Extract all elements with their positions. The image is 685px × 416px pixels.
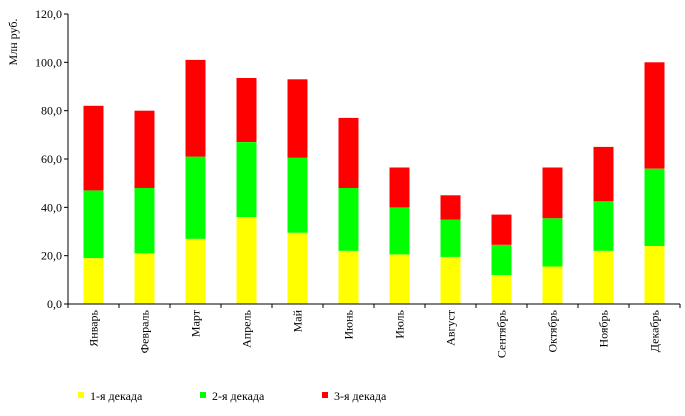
x-tick-label: Март bbox=[189, 309, 203, 337]
x-tick-label: Январь bbox=[87, 309, 101, 346]
legend-label: 3-я декада bbox=[334, 389, 387, 403]
bar-7-series-1 bbox=[389, 254, 410, 304]
bar-6-series-3 bbox=[338, 117, 359, 188]
bar-8-series-1 bbox=[440, 256, 461, 304]
bar-11-series-1 bbox=[593, 250, 614, 304]
x-tick-label: Май bbox=[291, 309, 305, 332]
y-tick-label: 0,0 bbox=[47, 297, 62, 311]
bar-4-series-3 bbox=[236, 78, 257, 142]
bar-1-series-3 bbox=[83, 105, 104, 191]
bar-2-series-2 bbox=[134, 188, 155, 254]
bar-7-series-3 bbox=[389, 167, 410, 208]
bar-1-series-1 bbox=[83, 258, 104, 304]
bar-11-series-2 bbox=[593, 201, 614, 251]
bar-8-series-2 bbox=[440, 219, 461, 257]
y-axis-title-group: Млн руб. bbox=[6, 19, 20, 66]
bar-12-series-3 bbox=[644, 62, 665, 169]
bar-2-series-3 bbox=[134, 110, 155, 188]
bar-9-series-3 bbox=[491, 214, 512, 245]
bar-5-series-3 bbox=[287, 79, 308, 158]
bar-3-series-1 bbox=[185, 238, 206, 305]
legend: 1-я декада 2-я декада 3-я декада bbox=[78, 389, 387, 403]
bar-7-series-2 bbox=[389, 207, 410, 255]
x-tick-label: Сентябрь bbox=[495, 309, 509, 358]
x-tick-label: Декабрь bbox=[648, 309, 662, 352]
x-tick-label: Апрель bbox=[240, 309, 254, 347]
x-tick-label: Ноябрь bbox=[597, 309, 611, 347]
bar-12-series-1 bbox=[644, 246, 665, 304]
bar-4-series-2 bbox=[236, 142, 257, 217]
bar-10-series-3 bbox=[542, 167, 563, 219]
bar-9-series-1 bbox=[491, 275, 512, 304]
bar-2-series-1 bbox=[134, 253, 155, 305]
legend-swatch bbox=[200, 392, 206, 398]
bar-9-series-2 bbox=[491, 244, 512, 275]
legend-swatch bbox=[322, 392, 328, 398]
x-tick-label: Август bbox=[444, 309, 458, 346]
bars-group bbox=[83, 59, 665, 305]
bar-6-series-1 bbox=[338, 250, 359, 304]
y-axis-title: Млн руб. bbox=[6, 19, 20, 66]
bar-5-series-2 bbox=[287, 157, 308, 233]
x-tick-label: Июль bbox=[393, 309, 407, 338]
x-tick-label: Июнь bbox=[342, 309, 356, 339]
y-tick-label: 20,0 bbox=[41, 249, 62, 263]
legend-swatch bbox=[78, 392, 84, 398]
x-tick-label: Октябрь bbox=[546, 309, 560, 352]
bar-12-series-2 bbox=[644, 168, 665, 246]
legend-label: 1-я декада bbox=[90, 389, 143, 403]
axes-group bbox=[67, 14, 680, 305]
bar-1-series-2 bbox=[83, 190, 104, 259]
y-tick-label: 60,0 bbox=[41, 152, 62, 166]
y-tick-label: 120,0 bbox=[35, 7, 62, 21]
bar-10-series-1 bbox=[542, 266, 563, 304]
bar-6-series-2 bbox=[338, 188, 359, 251]
bar-5-series-1 bbox=[287, 232, 308, 304]
bar-3-series-3 bbox=[185, 59, 206, 157]
legend-label: 2-я декада bbox=[212, 389, 265, 403]
bar-10-series-2 bbox=[542, 218, 563, 267]
y-tick-label: 40,0 bbox=[41, 200, 62, 214]
bar-11-series-3 bbox=[593, 146, 614, 202]
y-ticks-group: 0,0 20,0 40,0 60,0 80,0 100,0 120,0 bbox=[35, 7, 68, 311]
x-tick-label: Февраль bbox=[138, 309, 152, 353]
bar-3-series-2 bbox=[185, 156, 206, 239]
y-tick-label: 100,0 bbox=[35, 55, 62, 69]
y-tick-label: 80,0 bbox=[41, 104, 62, 118]
bar-4-series-1 bbox=[236, 217, 257, 304]
bar-8-series-3 bbox=[440, 195, 461, 220]
x-labels-group: Январь Февраль Март Апрель Май Июнь Июль Август… bbox=[67, 304, 681, 358]
